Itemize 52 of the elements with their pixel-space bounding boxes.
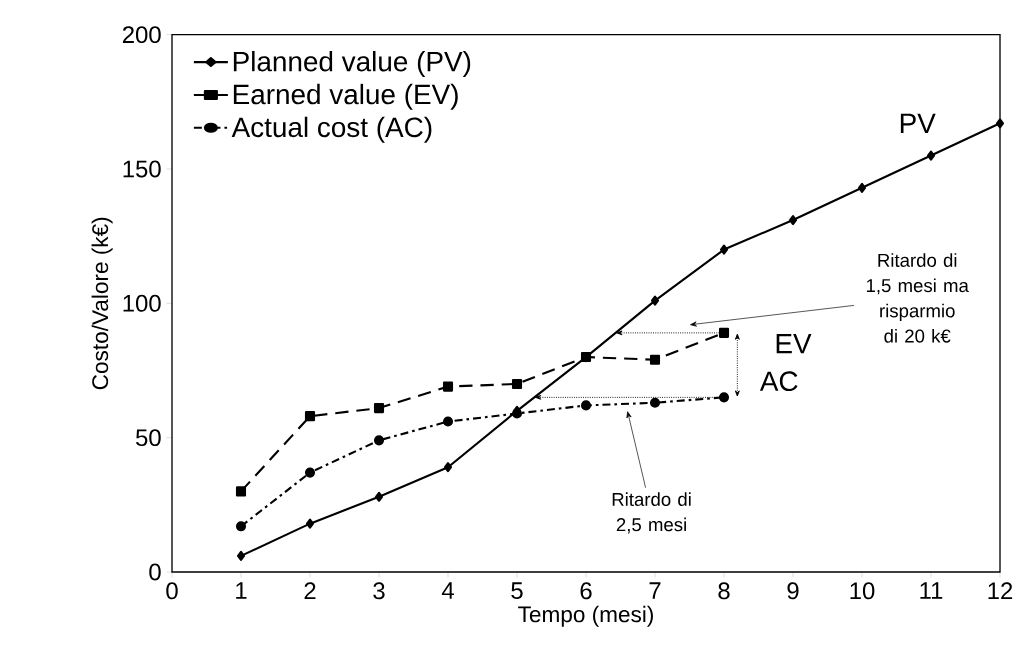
point [443,462,453,473]
point [788,214,798,225]
point [442,381,454,392]
y-tick-label: 150 [123,160,161,178]
point [649,354,661,365]
y-tick-label: 0 [149,563,161,581]
point [304,410,316,422]
annotation: PV [900,113,936,133]
x-axis-title: Tempo (mesi) [518,605,653,627]
point [235,486,247,497]
y-axis-title: Costo/Valore (k€) [91,217,113,390]
point [511,378,523,389]
annotation: AC [759,371,798,391]
annotation: Ritardo di 1,5 mesi ma risparmio di 20 k€ [866,253,969,343]
point [718,392,730,403]
point [374,491,384,502]
point [580,400,592,411]
x-tick-label: 10 [850,582,875,600]
point [650,295,660,306]
x-tick-label: 7 [649,582,661,599]
x-tick-label: 12 [988,582,1013,599]
point [235,521,247,532]
point [373,435,385,446]
x-tick-label: 5 [511,582,523,599]
point [373,402,385,414]
point [442,416,454,427]
x-tick-label: 0 [166,582,178,600]
y-tick-label: 50 [136,429,161,446]
annotation: EV [776,333,812,354]
y-tick-label: 200 [122,26,161,43]
point [649,397,661,408]
legend-label: Planned value (PV) [233,50,471,77]
point [857,182,867,193]
x-tick-label: 9 [787,582,799,600]
y-tick-label: 100 [123,294,161,312]
x-tick-label: 6 [580,582,592,600]
point [995,118,1005,129]
x-tick-label: 1 [236,582,247,599]
point [718,327,730,338]
point [236,550,246,561]
x-tick-label: 11 [920,582,943,599]
point [719,244,729,255]
point [926,150,936,161]
legend-label: Earned value (EV) [233,83,458,110]
legend-label: Actual cost (AC) [231,116,432,143]
point [305,518,315,529]
point [304,467,316,478]
x-tick-label: 2 [304,582,316,599]
x-tick-label: 3 [373,582,385,600]
x-tick-label: 8 [718,582,730,600]
annotation: Ritardo di 2,5 mesi [612,492,691,534]
x-tick-label: 4 [441,582,454,599]
